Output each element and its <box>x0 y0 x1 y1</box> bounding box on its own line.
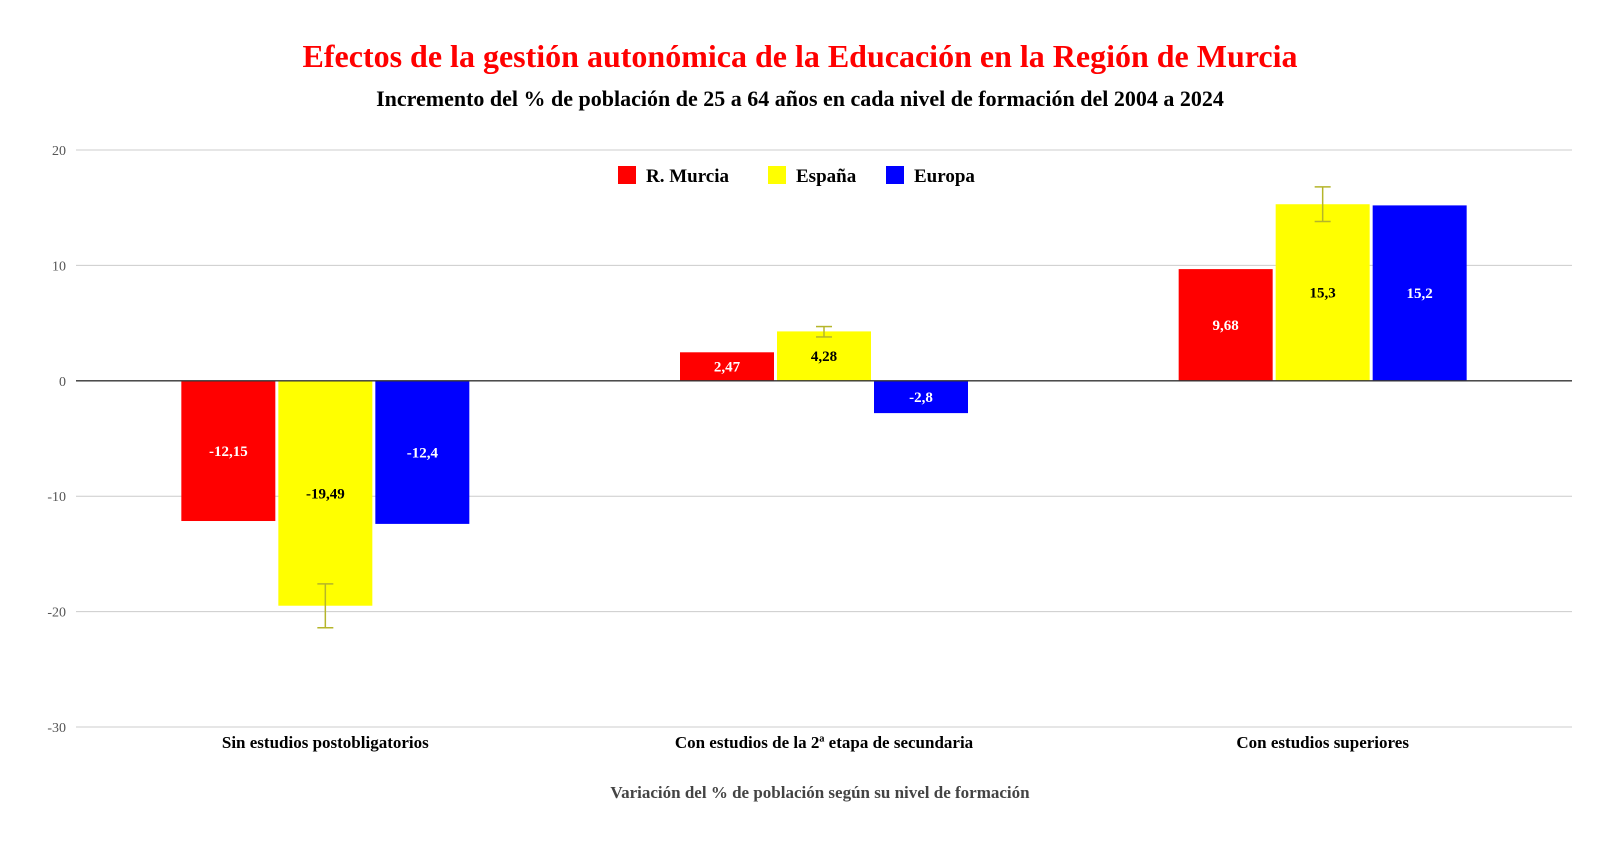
legend-label: R. Murcia <box>646 166 730 187</box>
bar <box>1178 269 1273 381</box>
data-label: 15,3 <box>1310 286 1336 302</box>
category-label: Con estudios de la 2ª etapa de secundari… <box>675 733 974 752</box>
legend: R. Murcia España Europa <box>618 166 975 187</box>
y-tick-label: 0 <box>59 375 66 390</box>
bar <box>375 380 470 524</box>
bar <box>1372 205 1467 381</box>
y-axis-ticks: 20 10 0 -10 -20 -30 <box>47 144 66 736</box>
y-tick-label: 20 <box>52 144 66 159</box>
bar <box>181 380 276 522</box>
legend-label: España <box>796 166 857 187</box>
data-label: -12,4 <box>407 445 439 461</box>
x-axis-categories: Sin estudios postobligatorios Con estudio… <box>222 733 1409 752</box>
data-label: -12,15 <box>209 444 248 460</box>
x-axis-title: Variación del % de población según su ni… <box>610 783 1030 802</box>
error-bars <box>317 186 1331 629</box>
category-label: Con estudios superiores <box>1236 733 1409 752</box>
legend-swatch <box>618 166 636 184</box>
data-label: 15,2 <box>1407 286 1433 302</box>
y-tick-label: -20 <box>47 606 66 621</box>
bars <box>181 204 1467 606</box>
data-label: -2,8 <box>909 390 933 406</box>
data-labels: -12,15 -19,49 -12,4 2,47 4,28 -2,8 9,68 15,3 15,… <box>209 286 1433 503</box>
data-label: 9,68 <box>1213 318 1239 334</box>
legend-swatch <box>886 166 904 184</box>
data-label: 4,28 <box>811 349 837 365</box>
bar <box>1275 204 1370 381</box>
y-tick-label: 10 <box>52 259 66 274</box>
chart-title: Efectos de la gestión autonómica de la E… <box>302 38 1298 74</box>
bar <box>278 380 373 606</box>
bar <box>777 331 871 381</box>
bar <box>874 380 968 414</box>
legend-swatch <box>768 166 786 184</box>
data-label: 2,47 <box>714 360 741 376</box>
y-tick-label: -10 <box>47 490 66 505</box>
category-label: Sin estudios postobligatorios <box>222 733 429 752</box>
legend-label: Europa <box>914 166 975 187</box>
bar <box>680 352 774 381</box>
data-label: -19,49 <box>306 486 345 502</box>
chart-subtitle: Incremento del % de población de 25 a 64… <box>376 86 1224 111</box>
y-tick-label: -30 <box>47 721 66 736</box>
